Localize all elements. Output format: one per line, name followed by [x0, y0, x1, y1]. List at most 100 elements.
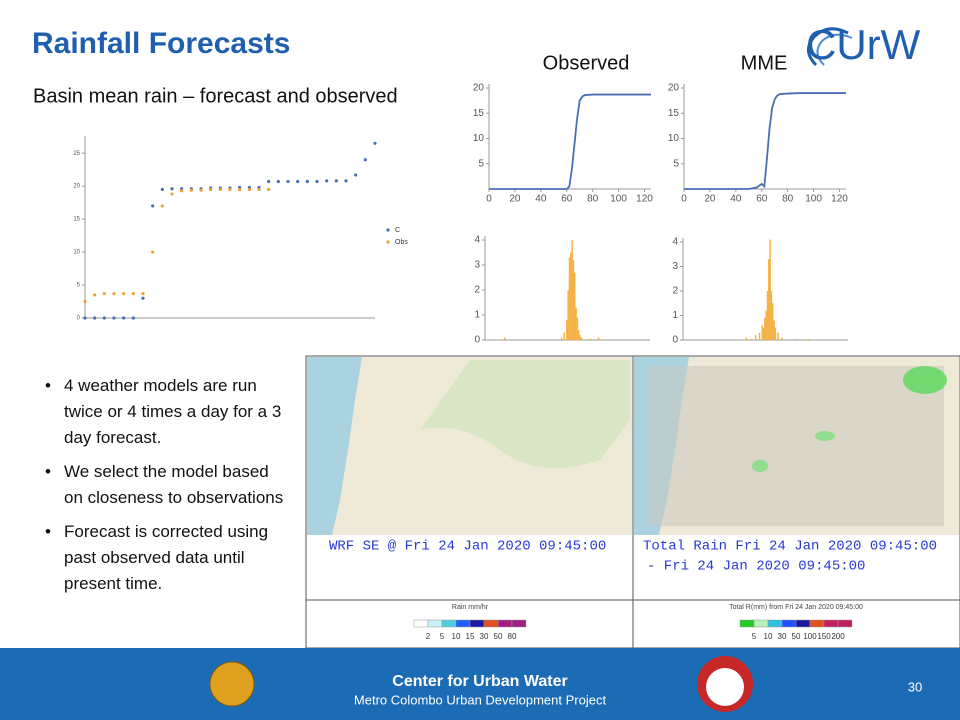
bar: [765, 310, 767, 340]
y-tick-label: 5: [77, 283, 81, 289]
point: [151, 204, 155, 208]
legend-swatch: [739, 619, 755, 628]
footer-band: [0, 648, 960, 720]
bar: [572, 260, 575, 340]
chart-title: MME: [741, 52, 788, 74]
bar: [758, 332, 761, 340]
legend-label: 80: [508, 632, 517, 641]
point: [83, 316, 87, 320]
bar: [566, 320, 568, 340]
legend-label: 50: [494, 632, 503, 641]
bar: [580, 337, 583, 340]
legend-swatch: [483, 619, 499, 628]
legend-swatch: [781, 619, 797, 628]
legend-swatch: [837, 619, 853, 628]
bar: [575, 307, 577, 340]
y-tick-label: 20: [668, 83, 680, 94]
legend-swatch: [511, 619, 527, 628]
x-tick-label: 120: [636, 194, 653, 205]
point: [218, 187, 222, 192]
y-tick-label: 0: [77, 316, 81, 322]
point: [170, 192, 174, 196]
maps: [305, 355, 960, 649]
chart-title: Observed: [543, 52, 630, 74]
point: [325, 179, 329, 183]
y-tick-label: 15: [668, 108, 680, 119]
legend-label: 15: [466, 632, 475, 641]
bar: [560, 337, 563, 340]
bar: [504, 337, 506, 340]
point: [112, 316, 116, 320]
y-tick-label: 1: [672, 310, 678, 321]
x-tick-label: 60: [561, 194, 573, 205]
bar: [570, 252, 572, 340]
bar: [762, 327, 765, 340]
point: [122, 316, 126, 320]
point: [180, 189, 184, 193]
point: [247, 187, 251, 192]
point: [131, 316, 135, 320]
legend-swatch: [767, 619, 783, 628]
legend-label: 5: [440, 632, 445, 641]
x-tick-label: 40: [535, 194, 547, 205]
y-tick-label: 4: [474, 235, 480, 246]
point: [286, 179, 290, 184]
legend-label: C: [395, 227, 400, 234]
point: [267, 187, 271, 192]
x-tick-label: 80: [782, 194, 794, 205]
bar: [774, 327, 777, 340]
bar: [764, 317, 766, 340]
bullet: We select the model based on closeness t…: [45, 459, 285, 511]
bullets: 4 weather models are run twice or 4 time…: [45, 373, 285, 605]
point: [102, 316, 106, 320]
point: [315, 179, 319, 184]
x-tick-label: 40: [730, 194, 742, 205]
bar: [807, 338, 810, 340]
bar: [589, 338, 592, 340]
bar: [766, 291, 769, 340]
legend-label: Obs: [395, 239, 408, 246]
legend-title: Rain mm/hr: [452, 604, 489, 611]
legend-label: 100: [803, 632, 817, 641]
bar: [768, 259, 770, 340]
x-tick-label: 20: [509, 194, 521, 205]
point: [83, 299, 87, 304]
x-tick-label: 120: [831, 194, 848, 205]
y-tick-label: 20: [473, 83, 485, 94]
legend-swatch: [441, 619, 457, 628]
legend-swatch: [823, 619, 839, 628]
map-sea: [307, 357, 362, 535]
point: [112, 292, 116, 296]
point: [334, 179, 338, 183]
bar: [777, 332, 779, 340]
footer-subtitle: Metro Colombo Urban Development Project: [354, 692, 607, 707]
map-caption: WRF SE @ Fri 24 Jan 2020 09:45:00: [329, 539, 606, 555]
bar: [574, 272, 576, 340]
legend-label: 30: [480, 632, 489, 641]
point: [199, 188, 203, 192]
point: [151, 250, 155, 254]
map-forest: [420, 360, 630, 468]
subtitle: Basin mean rain – forecast and observed: [33, 85, 398, 107]
footer-title: Center for Urban Water: [392, 673, 567, 690]
bullet: 4 weather models are run twice or 4 time…: [45, 373, 285, 451]
rain-area: [815, 431, 835, 441]
bar: [576, 317, 579, 340]
logo: CUrW: [806, 21, 921, 68]
line: [489, 93, 651, 190]
x-tick-label: 80: [587, 194, 599, 205]
y-tick-label: 15: [473, 108, 485, 119]
x-tick-label: 20: [704, 194, 716, 205]
point: [354, 173, 358, 177]
point: [276, 179, 280, 184]
legend-label: 2: [426, 632, 431, 641]
legend-label: 5: [752, 632, 757, 641]
point: [160, 204, 164, 208]
map-caption: - Fri 24 Jan 2020 09:45:00: [647, 559, 865, 575]
page-number: 30: [908, 679, 922, 694]
x-tick-label: 0: [486, 194, 492, 205]
bar: [770, 291, 773, 340]
x-tick-label: 100: [805, 194, 822, 205]
